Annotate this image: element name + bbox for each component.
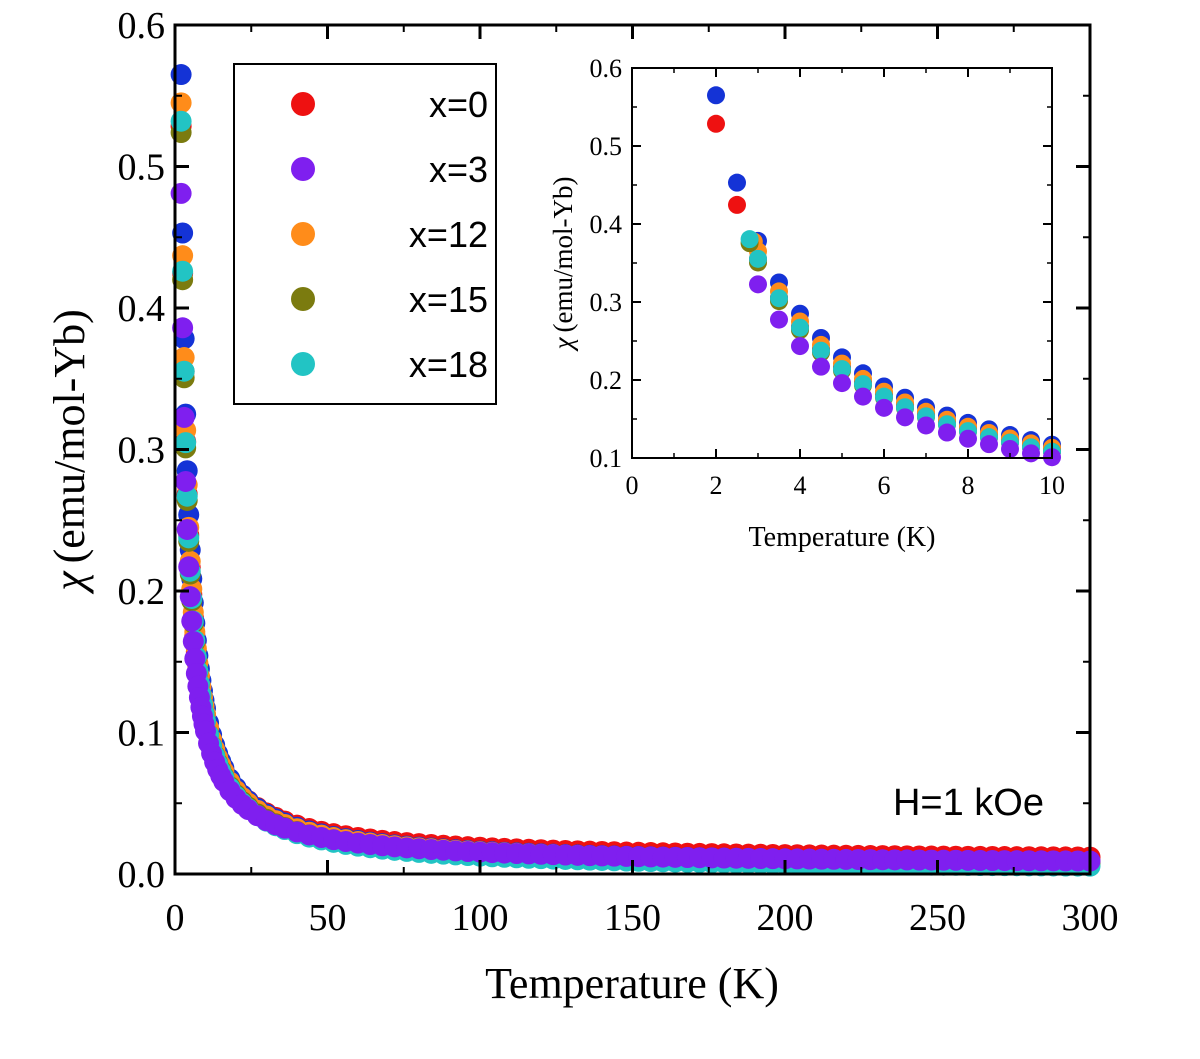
data-point [707,86,725,105]
data-point [172,245,194,267]
legend-box [233,63,497,405]
data-point [172,260,194,282]
main-x-tick-label: 250 [909,897,966,939]
data-point [812,357,830,376]
inset-x-tick-label: 10 [1039,471,1065,500]
inset-x-tick-label: 8 [962,471,975,500]
inset-x-tick-label: 0 [626,471,639,500]
data-point [728,195,746,214]
inset-background [632,68,1052,458]
inset-y-tick-label: 0.4 [590,210,623,239]
main-series-x=3 [170,182,1101,872]
legend-label: x=18 [409,344,488,385]
data-point [749,249,767,268]
inset-chart: 0.1 0.2 0.3 0.4 0.5 0.6 0 2 4 6 8 10 Temperature (… [548,54,1065,553]
data-point [959,429,977,448]
data-point [812,341,830,360]
legend-marker [291,222,315,246]
main-y-tick-label: 0.2 [118,571,166,613]
data-point [173,360,195,382]
legend-label: x=0 [429,84,488,125]
main-x-tick-label: 0 [166,897,185,939]
inset-y-axis-unit: (emu/mol-Yb) [548,177,578,333]
data-point [172,222,194,244]
main-x-tick-label: 50 [309,897,347,939]
main-y-tick-label: 0.5 [118,147,166,189]
main-x-tick-label: 200 [757,897,814,939]
data-point [917,416,935,435]
legend: x=0 x=3 x=12 x=15 x=18 [233,63,497,405]
data-point [175,432,197,454]
legend-marker [291,92,315,116]
data-point [182,630,204,652]
inset-x-tick-label: 2 [710,471,723,500]
data-point [854,375,872,394]
main-x-tick-label: 300 [1062,897,1119,939]
legend-items: x=0 x=3 x=12 x=15 x=18 [291,84,488,385]
main-y-ticks: 0.0 0.1 0.2 0.3 0.4 0.5 0.6 [118,5,1090,896]
main-y-tick-label: 0.0 [118,854,166,896]
main-y-tick-label: 0.4 [118,288,166,330]
field-annotation: H=1 kOe [893,782,1044,824]
legend-label: x=12 [409,214,488,255]
data-point [770,289,788,308]
data-point [875,398,893,417]
data-point [854,387,872,406]
main-y-axis-label: χ (emu/mol-Yb) [45,309,94,595]
main-y-tick-label: 0.1 [118,713,166,755]
data-point [833,374,851,393]
main-x-tick-label: 100 [452,897,509,939]
inset-y-axis-label: χ (emu/mol-Yb) [548,177,578,353]
inset-x-ticks: 0 2 4 6 8 10 [626,68,1065,500]
data-point [938,423,956,442]
data-point [179,586,201,608]
inset-y-axis-symbol: χ [548,336,578,352]
data-point [176,518,198,540]
legend-marker [291,352,315,376]
legend-marker [291,287,315,311]
data-point [740,230,759,249]
main-y-tick-label: 0.6 [118,5,166,47]
data-point [791,337,809,356]
inset-x-tick-label: 6 [878,471,891,500]
main-chart: 0.00.10.20.30.40.50.6 0 50 100 150 200 250 300… [45,5,1119,1008]
data-point [833,360,851,379]
inset-data-points [707,86,1061,467]
data-point [1001,439,1019,458]
inset-y-tick-label: 0.6 [590,54,623,83]
inset-y-tick-label: 0.1 [590,444,623,473]
data-point [181,610,203,632]
data-point [707,114,725,133]
data-point [172,317,194,339]
legend-label: x=3 [429,149,488,190]
inset-y-tick-label: 0.2 [590,366,623,395]
legend-marker [291,157,315,181]
data-point [749,275,767,294]
main-x-ticks: 0 50 100 150 200 250 300 [166,25,1119,939]
main-y-axis-unit: (emu/mol-Yb) [45,309,94,563]
main-y-axis-symbol: χ [45,570,94,595]
inset-y-ticks: 0.1 0.2 0.3 0.4 0.5 0.6 [590,54,1052,473]
inset-y-tick-label: 0.3 [590,288,623,317]
data-point [173,406,195,428]
main-x-tick-label: 150 [604,897,661,939]
inset-x-axis-label: Temperature (K) [749,522,936,553]
data-point [980,435,998,454]
data-point [896,408,914,427]
data-point [1022,444,1040,463]
data-point [791,318,809,337]
data-point [175,470,197,492]
main-x-axis-label: Temperature (K) [485,959,779,1008]
data-point [178,556,200,578]
legend-label: x=15 [409,279,488,320]
inset-x-tick-label: 4 [794,471,807,500]
main-y-tick-label: 0.3 [118,430,166,472]
data-point [770,310,788,329]
main-data-points [170,64,1101,877]
data-point [728,173,746,192]
inset-y-tick-label: 0.5 [590,132,623,161]
